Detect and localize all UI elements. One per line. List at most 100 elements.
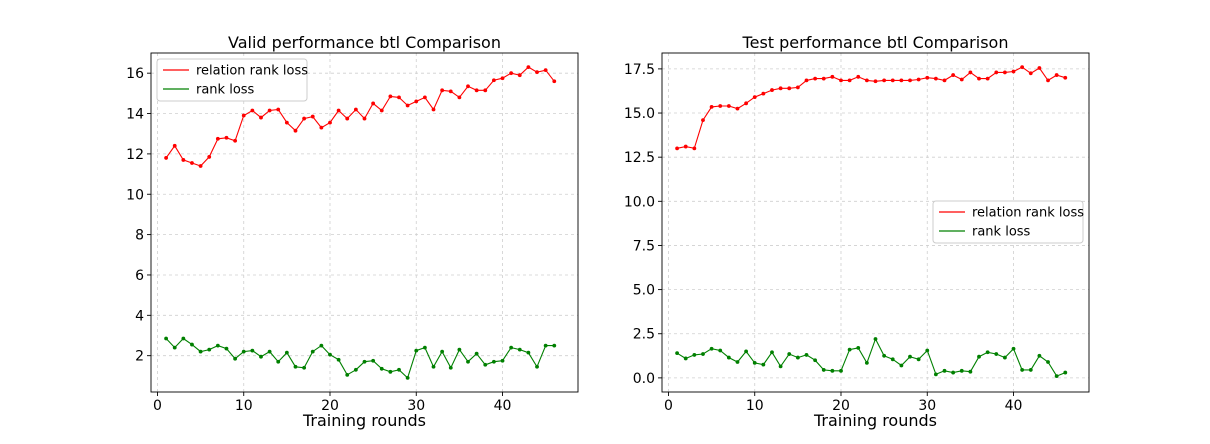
data-point [908,354,912,359]
data-point [1028,71,1033,76]
data-point [190,342,194,347]
legend-label: relation rank loss [972,206,1084,221]
data-point [959,77,964,82]
data-point [422,95,427,100]
data-point [319,343,324,348]
data-point [500,76,505,81]
data-point [336,357,341,362]
data-point [951,73,956,77]
data-point [864,360,869,365]
data-point [552,79,557,84]
data-point [328,120,332,125]
data-point [761,91,766,96]
data-point [1063,370,1068,375]
data-point [500,358,505,363]
data-point [1011,69,1016,74]
data-point [172,143,177,148]
data-point [190,161,194,165]
data-point [916,357,921,362]
data-point [942,78,947,83]
x-tick-label: 30 [407,398,425,414]
data-point [319,125,324,130]
data-point [215,136,220,141]
y-tick-label: 12.5 [624,150,655,166]
data-point [267,108,272,113]
data-point [770,88,774,92]
data-point [744,349,749,354]
data-point [778,364,783,369]
series-line [676,337,1066,377]
data-point [795,85,800,90]
data-point [491,359,496,364]
data-point [804,78,809,83]
data-point [448,365,453,370]
data-point [821,368,826,372]
data-point [994,70,999,75]
x-tick-label: 40 [494,398,512,414]
data-point [744,101,749,106]
data-point [839,78,843,83]
data-point [908,78,912,83]
data-point [692,353,697,357]
data-point [388,94,393,99]
x-tick-label: 20 [321,398,339,414]
data-point [761,362,766,367]
data-point [509,345,514,350]
data-point [882,78,887,83]
data-point [675,146,679,151]
data-point [985,350,990,355]
data-point [1037,353,1042,358]
y-tick-label: 8 [135,228,144,244]
y-tick-label: 7.5 [633,238,655,254]
data-point [709,104,714,109]
data-point [276,107,281,112]
data-point [457,347,462,352]
data-point [405,103,410,108]
data-point [517,73,522,78]
data-point [683,144,688,149]
data-point [726,355,731,360]
data-point [336,108,341,113]
legend: relation rank loss rank loss [932,200,1084,244]
data-point [1046,360,1050,364]
data-point [752,95,757,100]
data-point [250,108,255,113]
data-point [778,86,783,91]
data-point [813,76,818,81]
data-point [977,354,981,359]
data-point [925,348,930,353]
y-tick-label: 2.5 [633,327,655,343]
series-line [676,66,1066,149]
data-point [414,99,419,104]
legend-box [156,58,308,102]
data-point [1020,368,1025,372]
data-point [241,349,246,354]
data-point [172,345,177,350]
y-tick-label: 16 [126,66,144,82]
data-point [483,88,488,93]
data-point [925,75,930,80]
data-point [371,101,376,106]
data-point [856,345,861,350]
chart-title: Valid performance btl Comparison [228,33,501,52]
data-point [250,348,255,353]
data-point [899,78,904,83]
data-point [933,76,938,81]
data-point [517,347,522,352]
data-point [683,356,688,361]
data-point [353,107,358,112]
x-tick-label: 10 [746,398,764,414]
data-point [422,345,427,350]
y-tick-label: 6 [135,268,144,284]
data-point [873,337,878,341]
data-point [535,70,539,75]
data-point [284,120,289,125]
data-point [994,352,999,356]
data-point [474,88,479,93]
chart-title: Test performance btl Comparison [742,33,1009,52]
y-tick-label: 14 [126,107,144,123]
data-point [1028,368,1033,372]
data-point [224,135,229,140]
data-point [1054,73,1059,77]
data-point [371,358,376,363]
